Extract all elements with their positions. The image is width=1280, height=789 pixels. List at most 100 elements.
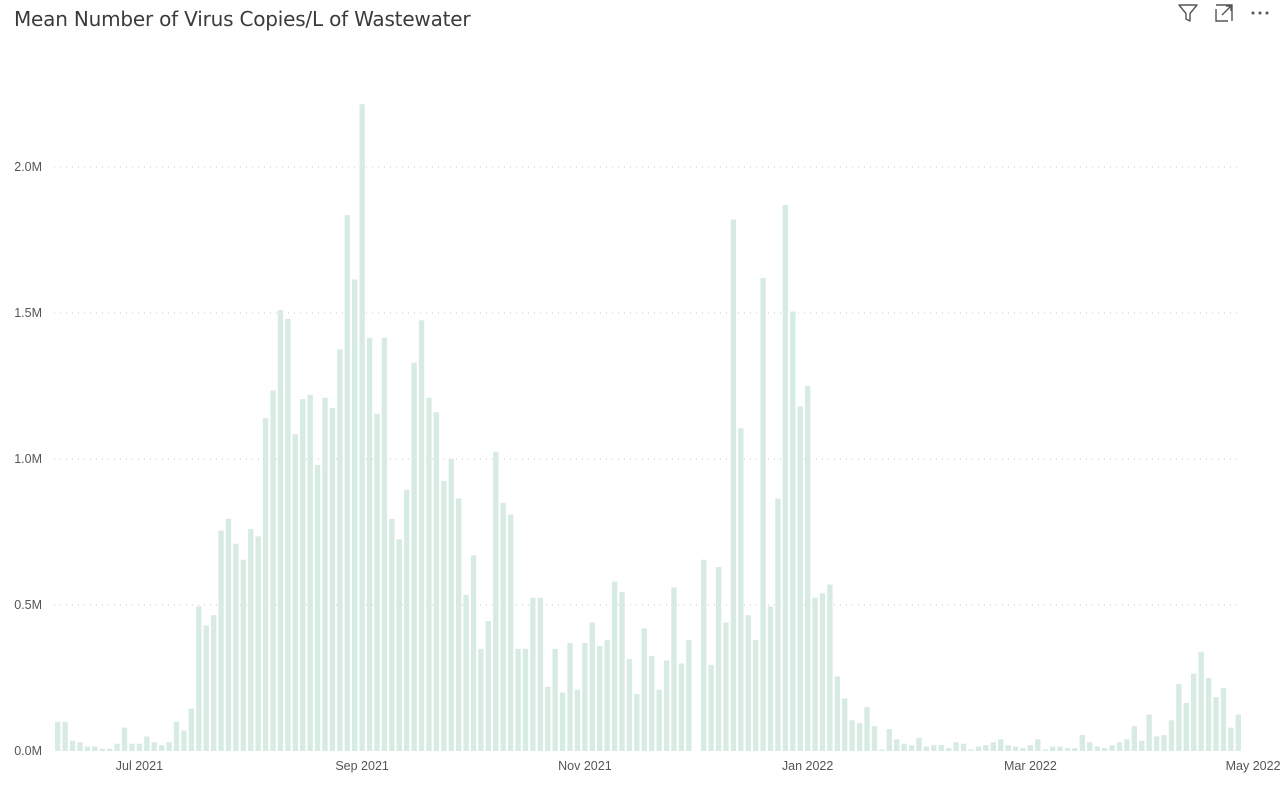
bar[interactable] — [151, 742, 157, 751]
bar[interactable] — [196, 606, 202, 751]
bar[interactable] — [493, 451, 499, 751]
bar[interactable] — [1116, 742, 1123, 751]
bar[interactable] — [1042, 749, 1048, 751]
bar[interactable] — [404, 489, 410, 751]
bar[interactable] — [686, 640, 692, 751]
bar[interactable] — [537, 597, 544, 751]
bar[interactable] — [582, 642, 588, 751]
bar[interactable] — [374, 413, 380, 751]
bar[interactable] — [359, 104, 365, 752]
bar[interactable] — [923, 746, 930, 751]
bar[interactable] — [842, 698, 848, 751]
bar[interactable] — [916, 737, 922, 751]
bar[interactable] — [1124, 739, 1130, 751]
bar[interactable] — [1146, 714, 1152, 752]
bar[interactable] — [262, 418, 269, 751]
bar[interactable] — [337, 349, 343, 752]
bar[interactable] — [953, 742, 959, 751]
bar[interactable] — [248, 529, 254, 751]
bar[interactable] — [292, 434, 298, 751]
bar[interactable] — [649, 656, 655, 751]
bar[interactable] — [960, 743, 967, 751]
bar[interactable] — [77, 742, 83, 751]
bar[interactable] — [715, 567, 722, 751]
bar[interactable] — [656, 689, 662, 751]
bar[interactable] — [663, 660, 670, 751]
bar[interactable] — [203, 625, 209, 751]
bar[interactable] — [129, 743, 135, 751]
bar[interactable] — [545, 686, 551, 751]
bar[interactable] — [1109, 745, 1115, 751]
bar[interactable] — [121, 727, 128, 751]
bar[interactable] — [938, 745, 944, 751]
bar[interactable] — [352, 279, 358, 751]
bar[interactable] — [107, 748, 113, 751]
bar[interactable] — [619, 591, 625, 751]
bar[interactable] — [998, 739, 1004, 751]
bar[interactable] — [426, 397, 432, 751]
bar[interactable] — [515, 648, 521, 751]
bar[interactable] — [225, 518, 232, 751]
bar[interactable] — [329, 407, 336, 751]
bar[interactable] — [1094, 746, 1100, 751]
bar[interactable] — [894, 739, 900, 751]
bar[interactable] — [418, 320, 425, 751]
bar[interactable] — [708, 664, 714, 751]
bar[interactable] — [856, 723, 863, 751]
filter-icon[interactable] — [1174, 2, 1202, 24]
bar[interactable] — [1072, 748, 1078, 751]
bar[interactable] — [530, 597, 536, 751]
bar[interactable] — [144, 736, 150, 751]
bar[interactable] — [114, 743, 120, 751]
bar[interactable] — [255, 536, 261, 751]
bar[interactable] — [1131, 726, 1138, 751]
bar[interactable] — [277, 310, 284, 751]
bar[interactable] — [381, 337, 388, 751]
bar[interactable] — [307, 394, 313, 751]
bar[interactable] — [671, 587, 677, 751]
bar[interactable] — [886, 729, 892, 751]
bar[interactable] — [522, 648, 529, 751]
bar[interactable] — [507, 514, 514, 751]
bar[interactable] — [136, 743, 143, 751]
bar[interactable] — [634, 694, 640, 751]
bar[interactable] — [448, 459, 454, 751]
bar[interactable] — [701, 559, 707, 751]
bar[interactable] — [611, 581, 618, 751]
bar[interactable] — [69, 740, 76, 751]
bar[interactable] — [901, 743, 907, 751]
bar[interactable] — [455, 498, 462, 751]
bar[interactable] — [678, 663, 685, 751]
bar[interactable] — [470, 555, 477, 751]
bar[interactable] — [55, 721, 61, 751]
bar[interactable] — [871, 726, 878, 751]
bar[interactable] — [1020, 748, 1026, 751]
bar[interactable] — [1057, 746, 1063, 751]
bar[interactable] — [99, 748, 105, 751]
bar[interactable] — [782, 204, 789, 751]
bar[interactable] — [1228, 727, 1234, 751]
bar[interactable] — [389, 518, 395, 751]
bar[interactable] — [433, 412, 440, 751]
bar[interactable] — [500, 502, 506, 751]
bar[interactable] — [1205, 678, 1212, 751]
bar[interactable] — [270, 390, 276, 751]
bar[interactable] — [819, 593, 826, 751]
bar[interactable] — [441, 480, 447, 751]
bar[interactable] — [1176, 683, 1182, 751]
bar[interactable] — [723, 622, 729, 751]
bar[interactable] — [812, 597, 818, 751]
bar[interactable] — [210, 615, 217, 751]
bar[interactable] — [790, 311, 796, 751]
bar[interactable] — [240, 559, 247, 751]
bar[interactable] — [775, 498, 781, 751]
bar[interactable] — [908, 745, 915, 751]
focus-mode-icon[interactable] — [1210, 2, 1238, 24]
bar[interactable] — [158, 745, 165, 751]
bar[interactable] — [463, 594, 469, 751]
bar[interactable] — [166, 742, 172, 751]
bar[interactable] — [767, 606, 774, 751]
bar[interactable] — [641, 628, 647, 751]
bar[interactable] — [314, 464, 321, 751]
bar[interactable] — [396, 539, 402, 751]
